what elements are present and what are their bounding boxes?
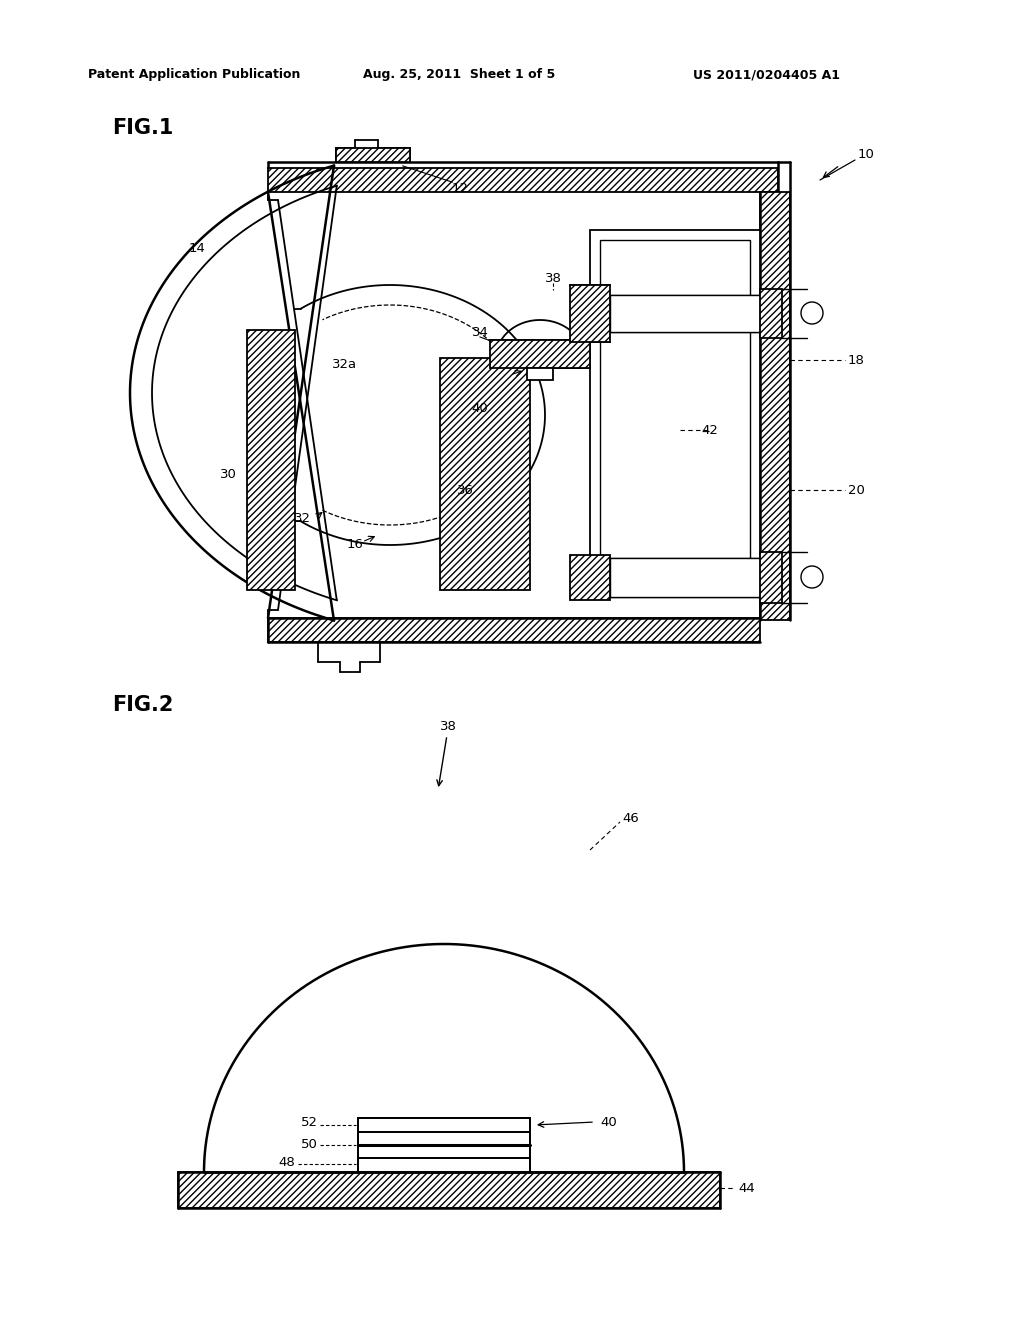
Text: 16: 16 — [346, 539, 364, 552]
Polygon shape — [590, 230, 760, 590]
Text: Aug. 25, 2011  Sheet 1 of 5: Aug. 25, 2011 Sheet 1 of 5 — [362, 69, 555, 81]
Text: 40: 40 — [472, 401, 488, 414]
Text: 30: 30 — [219, 469, 237, 482]
Circle shape — [801, 566, 823, 587]
Text: Patent Application Publication: Patent Application Publication — [88, 69, 300, 81]
Text: 38: 38 — [439, 719, 457, 733]
Polygon shape — [358, 1158, 530, 1172]
Polygon shape — [600, 240, 750, 579]
Circle shape — [801, 302, 823, 323]
Text: 32a: 32a — [333, 359, 357, 371]
Polygon shape — [268, 618, 760, 642]
Polygon shape — [610, 558, 760, 597]
Text: 18: 18 — [848, 354, 865, 367]
Text: 32: 32 — [294, 511, 310, 524]
Text: 52: 52 — [301, 1115, 318, 1129]
Text: 42: 42 — [701, 424, 719, 437]
Polygon shape — [358, 1118, 530, 1133]
Polygon shape — [178, 1172, 720, 1208]
Text: US 2011/0204405 A1: US 2011/0204405 A1 — [693, 69, 840, 81]
Polygon shape — [268, 168, 778, 191]
Polygon shape — [440, 358, 530, 590]
Text: 40: 40 — [600, 1115, 616, 1129]
Polygon shape — [247, 330, 295, 590]
Polygon shape — [490, 341, 590, 368]
Polygon shape — [760, 289, 782, 338]
Text: FIG.1: FIG.1 — [112, 117, 173, 139]
Polygon shape — [336, 148, 410, 162]
Text: 48: 48 — [279, 1156, 295, 1170]
Polygon shape — [760, 552, 782, 603]
Text: 34: 34 — [472, 326, 488, 338]
Text: 14: 14 — [188, 242, 206, 255]
Text: 10: 10 — [858, 149, 874, 161]
Polygon shape — [527, 368, 553, 380]
Polygon shape — [760, 191, 790, 620]
Polygon shape — [570, 285, 610, 342]
Text: 46: 46 — [622, 812, 639, 825]
Text: 50: 50 — [301, 1138, 318, 1151]
Text: 12: 12 — [452, 181, 469, 194]
Text: 36: 36 — [457, 483, 473, 496]
Text: 44: 44 — [738, 1181, 755, 1195]
Polygon shape — [570, 554, 610, 601]
Text: 38: 38 — [545, 272, 561, 285]
Text: 20: 20 — [848, 483, 865, 496]
Text: FIG.2: FIG.2 — [112, 696, 173, 715]
Polygon shape — [358, 1133, 530, 1158]
Polygon shape — [610, 294, 760, 333]
